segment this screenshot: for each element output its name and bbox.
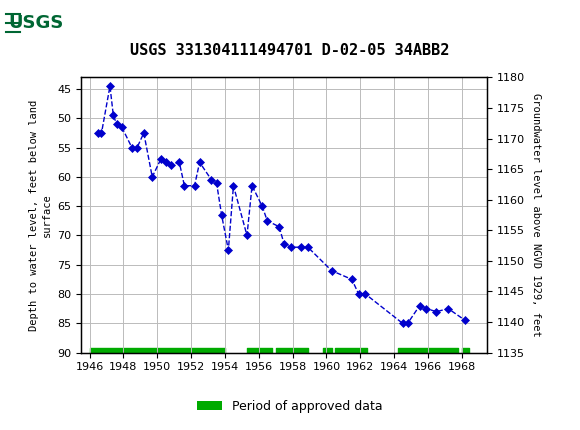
Text: USGS 331304111494701 D-02-05 34ABB2: USGS 331304111494701 D-02-05 34ABB2 xyxy=(130,43,450,58)
Text: USGS: USGS xyxy=(9,14,64,31)
Y-axis label: Groundwater level above NGVD 1929, feet: Groundwater level above NGVD 1929, feet xyxy=(531,93,541,337)
FancyBboxPatch shape xyxy=(6,4,81,41)
Legend: Period of approved data: Period of approved data xyxy=(192,395,388,418)
Y-axis label: Depth to water level, feet below land
surface: Depth to water level, feet below land su… xyxy=(28,99,52,331)
